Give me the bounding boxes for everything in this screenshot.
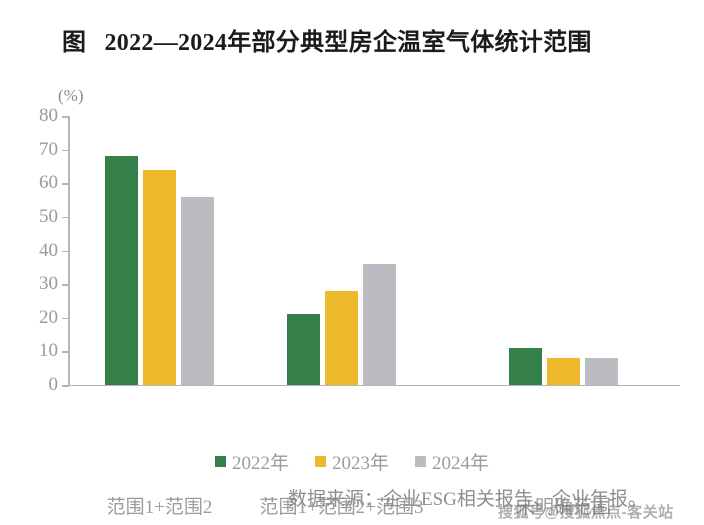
bar-2024年-范围1+范围2+范围3[interactable] <box>363 263 396 385</box>
chart-legend: 2022年 2023年 2024年 <box>0 448 704 475</box>
y-axis-tick-label: 80 <box>39 105 58 126</box>
bar-2023年-范围1+范围2+范围3[interactable] <box>325 290 358 385</box>
y-axis-tick-mark <box>62 250 69 252</box>
y-axis-tick-mark <box>62 183 69 185</box>
y-axis-unit-label: (%) <box>58 86 84 105</box>
x-axis-category-labels: 范围1+范围2 范围1+范围2+范围3 未明确范围 <box>0 492 704 524</box>
y-axis-tick-label: 30 <box>39 273 58 295</box>
x-axis-category-label: 范围1+范围2+范围3 <box>259 497 424 518</box>
bar-group <box>105 116 214 385</box>
y-axis-tick-mark <box>62 116 69 118</box>
bar-2023年-范围1+范围2[interactable] <box>143 169 176 385</box>
bar-group <box>287 116 396 385</box>
y-axis-tick-label: 40 <box>39 239 58 261</box>
legend-swatch-icon <box>214 456 226 467</box>
bar-2023年-未明确范围[interactable] <box>547 358 580 385</box>
legend-label: 2023年 <box>331 453 389 474</box>
y-axis-tick-label: 50 <box>39 205 58 227</box>
bar-2024年-范围1+范围2[interactable] <box>181 196 214 385</box>
legend-swatch-icon <box>314 456 326 467</box>
legend-item[interactable]: 2023年 <box>314 448 389 475</box>
figure-title-row: 图 2022—2024年部分典型房企温室气体统计范围 <box>62 20 682 58</box>
x-axis-category-label: 范围1+范围2 <box>106 497 213 518</box>
bar-2022年-范围1+范围2+范围3[interactable] <box>287 314 320 385</box>
bar-2022年-范围1+范围2[interactable] <box>105 156 138 385</box>
legend-swatch-icon <box>415 456 426 467</box>
figure-label: 图 <box>62 29 87 56</box>
legend-label: 2024年 <box>432 453 490 474</box>
y-axis-tick-label: 10 <box>39 340 58 362</box>
page-title: 2022—2024年部分典型房企温室气体统计范围 <box>104 29 592 56</box>
y-axis-tick-mark <box>62 284 69 286</box>
y-axis-tick-mark <box>62 351 69 353</box>
legend-item[interactable]: 2024年 <box>415 448 489 475</box>
y-axis-tick-label: 60 <box>39 172 58 194</box>
chart-plot-area: (%) 0 10 20 30 40 50 60 70 80 范围1+范围2 范围1+范围2+范围3… <box>0 86 704 518</box>
source-note: 数据来源：企业ESG相关报告、企业年报。 <box>288 489 647 510</box>
legend-label: 2022年 <box>231 453 289 474</box>
x-axis-category-label: 未明确范围 <box>515 497 612 518</box>
bar-group <box>509 116 618 385</box>
watermark: 搜狐号@搜狐焦点-客关站 <box>498 504 674 521</box>
y-axis-tick-mark <box>62 216 69 219</box>
x-axis-line <box>68 384 680 386</box>
bar-2024年-未明确范围[interactable] <box>585 358 618 385</box>
y-axis-tick-mark <box>62 385 69 387</box>
legend-item[interactable]: 2022年 <box>214 448 289 475</box>
y-axis-tick-mark <box>62 149 69 152</box>
y-axis-tick-label: 0 <box>48 374 59 395</box>
y-axis-tick-mark <box>62 317 69 320</box>
y-axis-tick-label: 70 <box>39 138 58 160</box>
y-axis-tick-label: 20 <box>39 306 58 328</box>
bar-series-layer <box>69 116 680 385</box>
bar-2022年-未明确范围[interactable] <box>509 348 542 385</box>
